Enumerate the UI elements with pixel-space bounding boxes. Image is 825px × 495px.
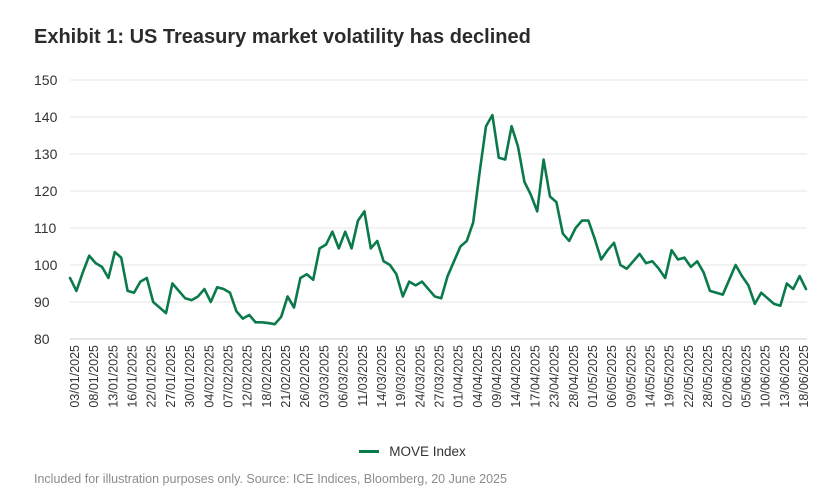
x-tick-label: 22/01/2025 bbox=[145, 345, 159, 408]
x-tick-label: 12/02/2025 bbox=[241, 345, 255, 408]
x-tick-label: 23/04/2025 bbox=[548, 345, 562, 408]
grid-layer bbox=[70, 79, 807, 340]
x-tick-label: 14/05/2025 bbox=[644, 345, 658, 408]
x-tick-label: 27/01/2025 bbox=[164, 345, 178, 408]
x-tick-label: 07/02/2025 bbox=[222, 345, 236, 408]
y-tick-label: 90 bbox=[34, 294, 50, 310]
x-tick-label: 28/04/2025 bbox=[567, 345, 581, 408]
x-tick-label: 02/06/2025 bbox=[720, 345, 734, 408]
source-note: Included for illustration purposes only.… bbox=[34, 472, 507, 486]
x-tick-label: 19/05/2025 bbox=[663, 345, 677, 408]
x-tick-label: 28/05/2025 bbox=[701, 345, 715, 408]
x-tick-label: 18/06/2025 bbox=[797, 345, 811, 408]
x-tick-label: 03/03/2025 bbox=[317, 345, 331, 408]
x-tick-label: 14/03/2025 bbox=[375, 345, 389, 408]
x-tick-label: 09/05/2025 bbox=[624, 345, 638, 408]
x-tick-label: 18/02/2025 bbox=[260, 345, 274, 408]
x-tick-label: 30/01/2025 bbox=[183, 345, 197, 408]
legend-swatch-move-index bbox=[359, 450, 380, 453]
x-tick-label: 09/04/2025 bbox=[490, 345, 504, 408]
x-tick-label: 13/01/2025 bbox=[106, 345, 120, 408]
x-tick-label: 06/03/2025 bbox=[337, 345, 351, 408]
x-tick-label: 01/05/2025 bbox=[586, 345, 600, 408]
x-tick-label: 13/06/2025 bbox=[778, 345, 792, 408]
chart-title: Exhibit 1: US Treasury market volatility… bbox=[34, 26, 531, 48]
x-tick-label: 11/03/2025 bbox=[356, 345, 370, 407]
x-tick-label: 17/04/2025 bbox=[528, 345, 542, 408]
x-tick-label: 16/01/2025 bbox=[126, 345, 140, 408]
x-axis: 03/01/2025 08/01/2025 13/01/2025 16/01/2025… bbox=[68, 345, 811, 408]
series-line-move-index bbox=[68, 113, 808, 326]
y-tick-label: 120 bbox=[34, 183, 58, 199]
y-tick-label: 100 bbox=[34, 257, 58, 273]
y-tick-label: 110 bbox=[34, 220, 57, 236]
x-tick-label: 24/03/2025 bbox=[413, 345, 427, 408]
x-tick-label: 08/01/2025 bbox=[87, 345, 101, 408]
y-tick-label: 130 bbox=[34, 146, 58, 162]
x-tick-label: 01/04/2025 bbox=[452, 345, 466, 408]
y-tick-label: 150 bbox=[34, 72, 58, 88]
x-tick-label: 26/02/2025 bbox=[298, 345, 312, 408]
x-tick-label: 05/06/2025 bbox=[739, 345, 753, 408]
series-layer bbox=[68, 113, 808, 326]
x-tick-label: 22/05/2025 bbox=[682, 345, 696, 408]
x-tick-label: 14/04/2025 bbox=[509, 345, 523, 408]
y-tick-label: 140 bbox=[34, 109, 58, 125]
x-tick-label: 10/06/2025 bbox=[759, 345, 773, 408]
y-tick-label: 80 bbox=[34, 331, 50, 347]
legend-label-move-index: MOVE Index bbox=[389, 444, 466, 459]
x-tick-label: 06/05/2025 bbox=[605, 345, 619, 408]
x-tick-label: 04/02/2025 bbox=[202, 345, 216, 408]
x-tick-label: 27/03/2025 bbox=[433, 345, 447, 408]
x-tick-label: 03/01/2025 bbox=[68, 345, 82, 408]
y-axis: 80 90 100 110 120 130 140 150 bbox=[34, 72, 58, 347]
x-tick-label: 04/04/2025 bbox=[471, 345, 485, 408]
line-chart: 80 90 100 110 120 130 140 150 03/01/2025 08/01/2… bbox=[34, 72, 811, 408]
x-tick-label: 21/02/2025 bbox=[279, 345, 293, 408]
legend: MOVE Index bbox=[0, 444, 825, 459]
x-tick-label: 19/03/2025 bbox=[394, 345, 408, 408]
